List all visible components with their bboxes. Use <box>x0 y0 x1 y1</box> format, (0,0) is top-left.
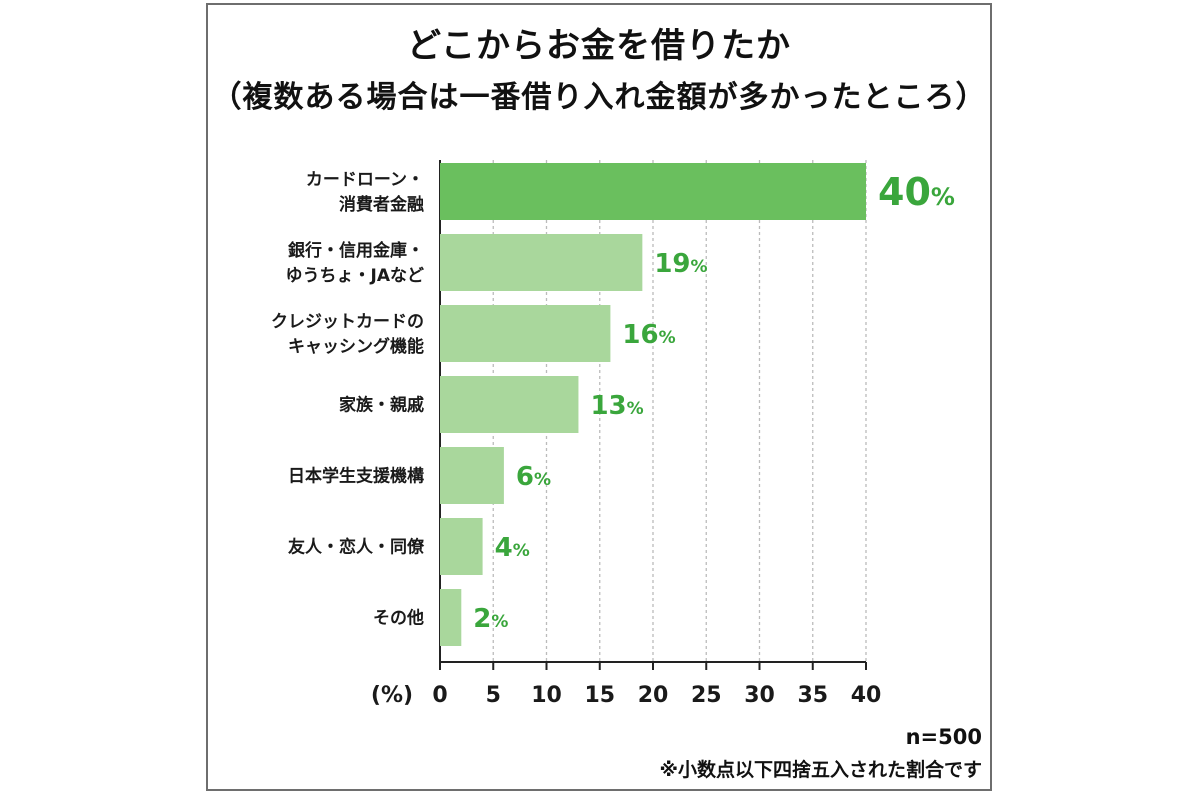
category-label: 友人・恋人・同僚 <box>288 537 425 558</box>
bar <box>440 589 462 646</box>
category-label: 消費者金融 <box>339 194 424 215</box>
x-tick-label: 20 <box>638 683 669 708</box>
value-label: 16% <box>622 320 675 350</box>
value-label: 4% <box>495 533 530 563</box>
category-label: 日本学生支援機構 <box>288 466 424 487</box>
chart-frame <box>206 3 992 791</box>
category-label: ゆうちょ・JAなど <box>286 266 424 286</box>
value-label: 6% <box>516 462 551 492</box>
bar <box>440 376 579 433</box>
bar <box>440 518 483 575</box>
x-tick-label: 10 <box>531 683 562 708</box>
category-label: キャッシング機能 <box>288 336 424 357</box>
value-label: 40% <box>878 170 955 214</box>
category-label: その他 <box>373 608 424 629</box>
category-label: 家族・親戚 <box>339 395 424 416</box>
bar <box>440 447 504 504</box>
value-label: 19% <box>654 249 707 279</box>
x-tick-label: 35 <box>797 683 828 708</box>
x-tick-label: 15 <box>584 683 615 708</box>
rounding-note: ※小数点以下四捨五入された割合です <box>659 759 982 781</box>
value-label: 13% <box>590 391 643 421</box>
x-tick-label: 0 <box>432 683 447 708</box>
sample-size-note: n=500 <box>905 725 982 749</box>
x-axis-unit-label: (%) <box>371 683 413 708</box>
chart-subtitle: （複数ある場合は一番借り入れ金額が多かったところ） <box>211 80 987 115</box>
bar <box>440 163 866 220</box>
category-label: 銀行・信用金庫・ <box>288 240 424 261</box>
bar <box>440 305 611 362</box>
chart-title: どこからお金を借りたか <box>407 26 791 66</box>
x-tick-label: 5 <box>486 683 501 708</box>
x-tick-label: 40 <box>851 683 882 708</box>
x-tick-label: 30 <box>744 683 775 708</box>
category-label: クレジットカードの <box>271 312 424 332</box>
bar <box>440 234 643 291</box>
category-label: カードローン・ <box>306 170 424 190</box>
x-tick-label: 25 <box>691 683 722 708</box>
value-label: 2% <box>473 604 508 634</box>
